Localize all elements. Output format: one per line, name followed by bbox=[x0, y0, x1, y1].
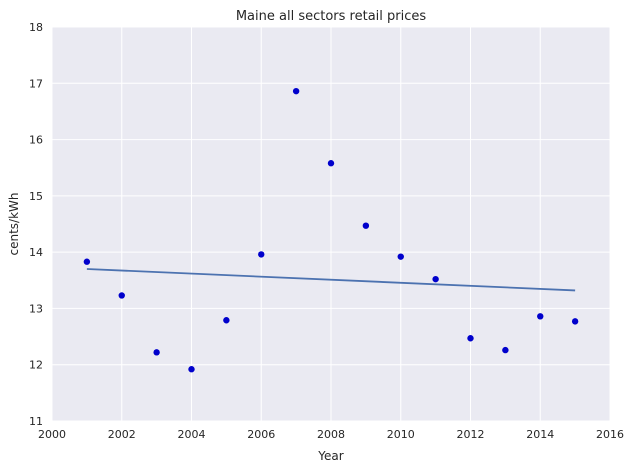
x-tick-label: 2014 bbox=[526, 428, 554, 441]
x-tick-label: 2006 bbox=[247, 428, 275, 441]
y-tick-label: 15 bbox=[29, 190, 43, 203]
data-point bbox=[397, 253, 404, 260]
data-point bbox=[362, 222, 370, 229]
grid-lines bbox=[51, 26, 611, 422]
data-point bbox=[118, 292, 125, 299]
y-axis-label: cents/kWh bbox=[7, 192, 21, 255]
x-tick-label: 2008 bbox=[317, 428, 345, 441]
data-point bbox=[258, 251, 265, 258]
y-tick-label: 13 bbox=[29, 302, 43, 315]
chart-title: Maine all sectors retail prices bbox=[236, 9, 427, 24]
x-tick-label: 2016 bbox=[596, 428, 624, 441]
y-tick-label: 16 bbox=[29, 134, 43, 147]
chart-marks bbox=[83, 87, 579, 373]
data-point bbox=[502, 346, 509, 354]
y-tick-label: 14 bbox=[29, 246, 43, 259]
data-point bbox=[432, 275, 439, 283]
x-tick-label: 2004 bbox=[178, 428, 206, 441]
y-tick-label: 18 bbox=[29, 21, 43, 34]
data-point bbox=[153, 349, 160, 356]
x-tick-label: 2002 bbox=[108, 428, 136, 441]
x-tick-label: 2010 bbox=[387, 428, 415, 441]
data-point bbox=[327, 160, 335, 167]
trend-line bbox=[86, 268, 576, 292]
data-point bbox=[223, 317, 230, 324]
data-point bbox=[537, 313, 544, 320]
data-point bbox=[571, 318, 579, 325]
data-point bbox=[467, 335, 474, 342]
tick-labels: 2000 2002 2004 2006 2008 2010 2012 2014 2016 11 12… bbox=[29, 21, 624, 441]
y-tick-label: 11 bbox=[29, 415, 43, 428]
y-tick-label: 17 bbox=[29, 77, 43, 90]
y-tick-label: 12 bbox=[29, 359, 43, 372]
x-tick-label: 2000 bbox=[38, 428, 66, 441]
data-point bbox=[292, 87, 300, 95]
data-point bbox=[83, 258, 91, 265]
x-axis-label: Year bbox=[317, 449, 343, 463]
data-point bbox=[188, 366, 195, 373]
x-tick-label: 2012 bbox=[457, 428, 485, 441]
